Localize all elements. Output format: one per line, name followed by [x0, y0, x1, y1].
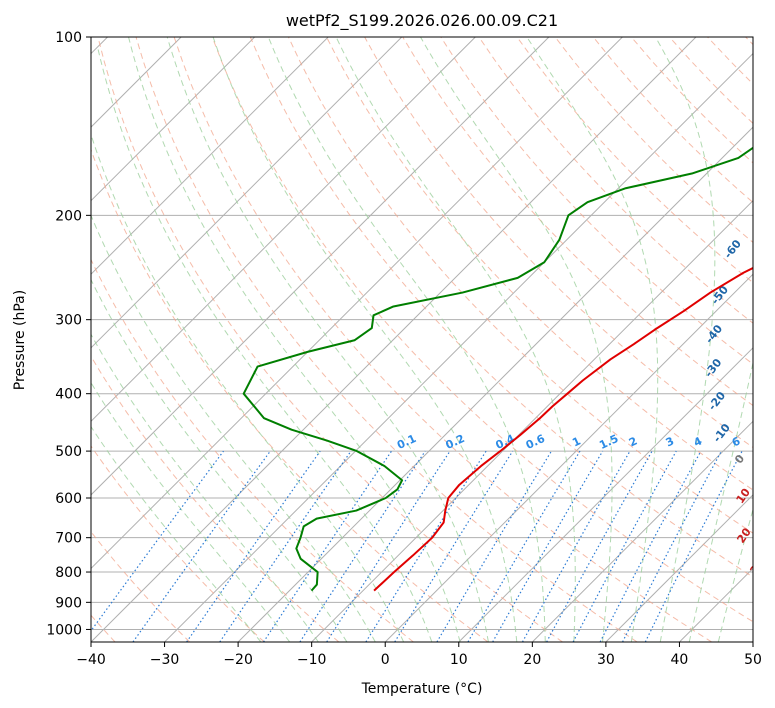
mixing-ratio-line	[299, 450, 426, 642]
dry-adiabat-line	[97, 37, 563, 642]
x-axis: −40 −30 −20 −10 0 10 20 30 40 50	[76, 642, 762, 668]
x-tick-label: 40	[671, 652, 689, 668]
dry-adiabat-lines	[91, 37, 753, 642]
y-tick-label: 300	[55, 313, 82, 329]
isotherm-line	[91, 37, 329, 275]
dry-adiabat-label: -70	[748, 181, 771, 205]
isotherm-line	[91, 37, 697, 642]
temperature-line	[373, 266, 753, 592]
y-tick-label: 100	[55, 30, 82, 46]
x-axis-label: Temperature (°C)	[361, 681, 483, 697]
mixing-ratio-line	[394, 450, 514, 642]
y-tick-label: 700	[55, 531, 82, 547]
isotherm-lines	[91, 37, 753, 642]
isotherm-line	[458, 347, 753, 642]
mixing-ratio-line	[263, 450, 393, 642]
x-tick-label: 50	[744, 652, 762, 668]
mixing-ratio-line	[326, 450, 451, 642]
x-tick-label: −20	[223, 652, 253, 668]
chart-title: wetPf2_S199.2026.026.00.09.C21	[286, 11, 558, 31]
isobar-gridlines	[91, 37, 753, 630]
moist-adiabat-line	[688, 360, 753, 642]
mixing-ratio-line	[546, 450, 653, 642]
mixing-ratio-line	[572, 450, 677, 642]
moist-adiabat-line	[717, 507, 753, 642]
dry-adiabat-line	[249, 37, 753, 578]
moist-adiabat-label: 30	[747, 557, 767, 577]
dry-adiabat-line	[287, 37, 753, 534]
isotherm-line	[91, 37, 256, 202]
isotherm-line	[605, 494, 753, 642]
isotherm-line	[384, 273, 753, 642]
plot-frame	[90, 36, 754, 643]
y-tick-label: 900	[55, 595, 82, 611]
y-tick-label: 500	[55, 444, 82, 460]
x-tick-label: −30	[150, 652, 180, 668]
mixing-ratio-line	[132, 450, 271, 642]
moist-adiabat-line	[655, 37, 716, 642]
isotherm-line	[164, 52, 753, 642]
x-tick-label: 0	[381, 652, 390, 668]
mixing-ratio-line	[521, 450, 631, 642]
mixing-ratio-line	[186, 450, 321, 642]
x-tick-label: 30	[597, 652, 615, 668]
x-tick-label: −40	[76, 652, 106, 668]
y-axis-label: Pressure (hPa)	[12, 290, 28, 390]
isotherm-line	[91, 37, 476, 423]
mixing-ratio-line	[219, 450, 352, 642]
dry-adiabat-line	[173, 37, 713, 642]
isotherm-line	[237, 126, 753, 642]
moist-adiabat-line	[91, 425, 262, 642]
dry-adiabat-line	[326, 37, 753, 491]
moist-adiabat-line	[91, 381, 291, 642]
moist-adiabat-label: 20	[734, 525, 754, 545]
y-tick-label: 600	[55, 491, 82, 507]
dry-adiabat-line	[91, 445, 265, 642]
mixing-ratio-line	[644, 450, 743, 642]
y-tick-label: 400	[55, 387, 82, 403]
x-tick-label: −10	[297, 652, 327, 668]
moist-adiabat-line	[97, 49, 433, 642]
dry-adiabat-line	[91, 258, 414, 642]
mixing-ratio-line	[91, 450, 225, 632]
moist-adiabat-line	[212, 37, 518, 642]
dewpoint-line	[242, 146, 753, 592]
x-tick-label: 10	[450, 652, 468, 668]
moist-adiabat-line	[91, 333, 319, 642]
moist-adiabat-line	[128, 37, 461, 642]
y-tick-label: 1000	[46, 622, 82, 638]
isotherm-line	[91, 37, 403, 349]
y-tick-label: 800	[55, 565, 82, 581]
mixing-ratio-lines	[91, 450, 743, 642]
isotherm-line	[531, 420, 753, 642]
y-tick-label: 200	[55, 208, 82, 224]
moist-adiabat-line	[91, 214, 376, 642]
x-tick-label: 20	[523, 652, 541, 668]
moist-adiabat-line	[267, 37, 546, 642]
isotherm-line	[91, 37, 550, 496]
dry-adiabat-line	[91, 355, 340, 642]
moist-adiabat-line	[91, 133, 405, 642]
y-axis: 100 200 300 400 500 600 700 800 900 1000	[46, 30, 91, 638]
moist-adiabat-line	[526, 37, 659, 642]
moist-adiabat-line	[166, 37, 489, 642]
moist-adiabat-line	[420, 37, 613, 642]
isotherm-line	[91, 37, 623, 570]
dry-adiabat-line	[211, 37, 753, 623]
sounding-series	[242, 146, 753, 592]
